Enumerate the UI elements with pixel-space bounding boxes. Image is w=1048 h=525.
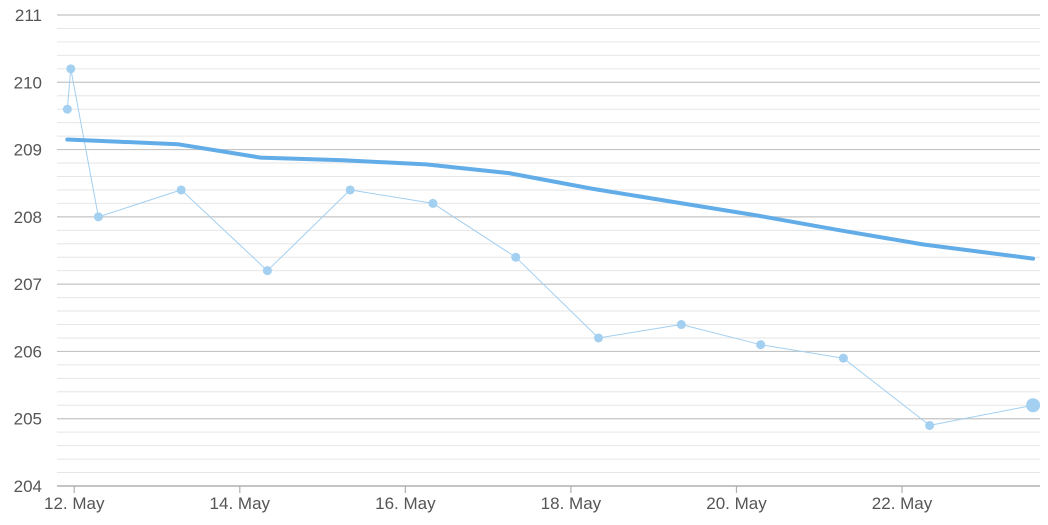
x-tick-label: 14. May <box>210 494 271 513</box>
measurement-point <box>511 252 521 262</box>
y-tick-label: 206 <box>14 342 42 361</box>
y-tick-label: 207 <box>14 275 42 294</box>
measurement-point <box>345 185 355 195</box>
latest-measurement-point <box>1026 398 1041 413</box>
x-axis-labels: 12. May 14. May 16. May 18. May 20. May 22. M… <box>44 494 933 513</box>
measurement-point <box>925 420 935 430</box>
measurement-point <box>838 353 848 363</box>
major-gridlines <box>57 14 1040 420</box>
trend-line <box>65 137 1036 261</box>
y-tick-label: 208 <box>14 208 42 227</box>
y-tick-label: 209 <box>14 141 42 160</box>
measurement-point <box>676 320 686 330</box>
measurement-point <box>176 185 186 195</box>
series-layer <box>62 64 1041 430</box>
x-tick-label: 18. May <box>541 494 602 513</box>
measurement-point <box>756 340 766 350</box>
measurement-point <box>262 266 272 276</box>
y-axis-labels: 204 205 206 207 208 209 210 211 <box>14 6 42 496</box>
measurement-point <box>594 333 604 343</box>
x-tick-label: 12. May <box>44 494 105 513</box>
minor-gridlines <box>57 27 1040 474</box>
measurement-point <box>66 64 76 74</box>
y-tick-label: 211 <box>15 6 42 25</box>
x-axis <box>57 485 1040 493</box>
measurement-point <box>62 104 72 114</box>
measurement-point <box>93 212 103 222</box>
x-tick-label: 16. May <box>375 494 436 513</box>
y-tick-label: 210 <box>14 73 42 92</box>
y-tick-label: 205 <box>14 410 42 429</box>
x-tick-label: 22. May <box>872 494 933 513</box>
measurement-point <box>428 198 438 208</box>
x-tick-label: 20. May <box>706 494 767 513</box>
measurement-line <box>66 68 1034 426</box>
y-tick-label: 204 <box>14 477 42 496</box>
